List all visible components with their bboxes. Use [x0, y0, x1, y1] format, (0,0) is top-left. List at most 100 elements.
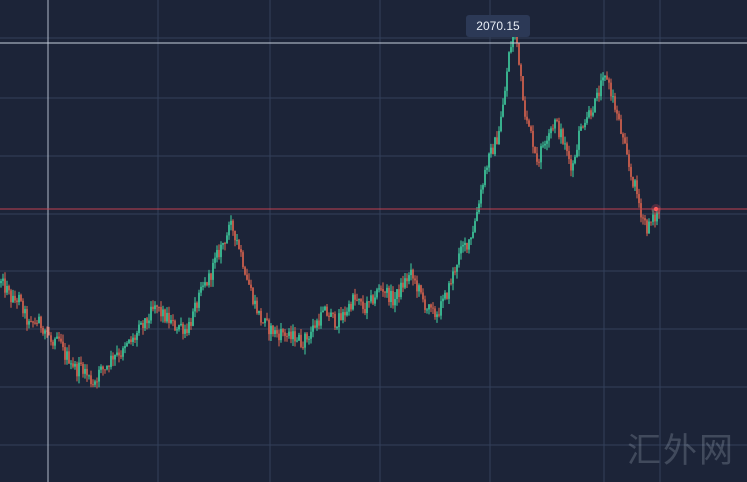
candle-body — [56, 336, 58, 339]
candle-body — [542, 145, 544, 147]
candle-body — [212, 262, 214, 280]
candle-body — [0, 280, 2, 284]
candle-body — [486, 167, 488, 170]
candle-body — [530, 126, 532, 131]
candle-body — [540, 146, 542, 163]
candle-body — [240, 249, 242, 253]
candle-body — [408, 275, 410, 282]
candle-body — [108, 365, 110, 367]
candle-body — [22, 300, 24, 314]
candle-body — [2, 278, 4, 281]
candle-body — [172, 320, 174, 322]
candle-body — [10, 290, 12, 303]
candle-body — [550, 128, 552, 134]
candle-body — [456, 264, 458, 272]
candle-body — [560, 129, 562, 138]
candle-body — [356, 299, 358, 301]
candle-body — [602, 77, 604, 81]
candle-body — [262, 322, 264, 324]
candle-body — [330, 312, 332, 317]
candle-body — [302, 346, 304, 348]
candle-body — [38, 316, 40, 324]
candle-body — [414, 278, 416, 281]
candle-body — [432, 307, 434, 309]
candle-body — [360, 299, 362, 302]
candle-body — [14, 295, 16, 301]
candle-body — [390, 290, 392, 303]
candle-body — [6, 286, 8, 293]
candle-body — [600, 80, 602, 97]
candle-body — [382, 289, 384, 292]
candle-body — [268, 319, 270, 335]
candle-body — [98, 369, 100, 382]
candle-body — [274, 330, 276, 335]
candle-body — [606, 75, 608, 80]
candle-body — [580, 126, 582, 131]
candle-body — [562, 129, 564, 144]
candle-body — [476, 212, 478, 222]
candle-body — [406, 278, 408, 282]
candle-body — [458, 253, 460, 265]
candle-body — [398, 289, 400, 298]
candle-body — [256, 300, 258, 314]
candle-body — [4, 278, 6, 293]
candle-body — [42, 327, 44, 334]
candle-body — [520, 64, 522, 77]
candle-body — [44, 330, 46, 334]
candle-body — [166, 312, 168, 322]
candle-body — [440, 301, 442, 316]
candle-body — [220, 244, 222, 258]
candle-body — [244, 267, 246, 275]
candle-body — [652, 214, 654, 222]
candle-body — [150, 306, 152, 321]
candle-body — [496, 137, 498, 145]
candle-body — [544, 143, 546, 146]
candle-body — [510, 47, 512, 53]
candle-body — [270, 325, 272, 335]
candle-body — [188, 322, 190, 333]
candle-body — [148, 320, 150, 324]
candle-body — [208, 273, 210, 286]
candle-body — [394, 298, 396, 306]
candle-body — [638, 194, 640, 204]
candle-body — [596, 92, 598, 99]
candle-body — [120, 355, 122, 357]
candle-body — [60, 338, 62, 342]
candle-body — [264, 318, 266, 324]
candle-body — [194, 302, 196, 312]
candle-body — [122, 348, 124, 357]
candle-body — [536, 153, 538, 162]
candle-body — [622, 133, 624, 138]
candle-body — [214, 257, 216, 263]
candle-body — [30, 321, 32, 323]
candle-body — [386, 287, 388, 293]
candle-body — [228, 224, 230, 236]
candle-body — [446, 292, 448, 299]
candle-body — [348, 303, 350, 312]
candle-body — [110, 355, 112, 367]
candle-body — [180, 323, 182, 326]
candle-body — [238, 240, 240, 250]
candle-body — [168, 312, 170, 323]
candle-body — [610, 82, 612, 97]
candle-body — [400, 282, 402, 298]
candle-body — [24, 309, 26, 314]
candle-body — [558, 121, 560, 138]
candle-body — [416, 280, 418, 292]
candle-body — [372, 295, 374, 304]
candle-body — [126, 343, 128, 347]
candle-body — [578, 130, 580, 150]
candle-body — [144, 318, 146, 329]
candle-body — [504, 90, 506, 105]
candle-body — [20, 294, 22, 301]
candle-body — [644, 218, 646, 221]
candle-body — [252, 287, 254, 305]
candle-body — [306, 333, 308, 340]
candle-body — [480, 189, 482, 204]
candle-body — [604, 75, 606, 78]
candle-body — [136, 332, 138, 340]
candle-body — [200, 286, 202, 293]
candle-body — [322, 310, 324, 313]
